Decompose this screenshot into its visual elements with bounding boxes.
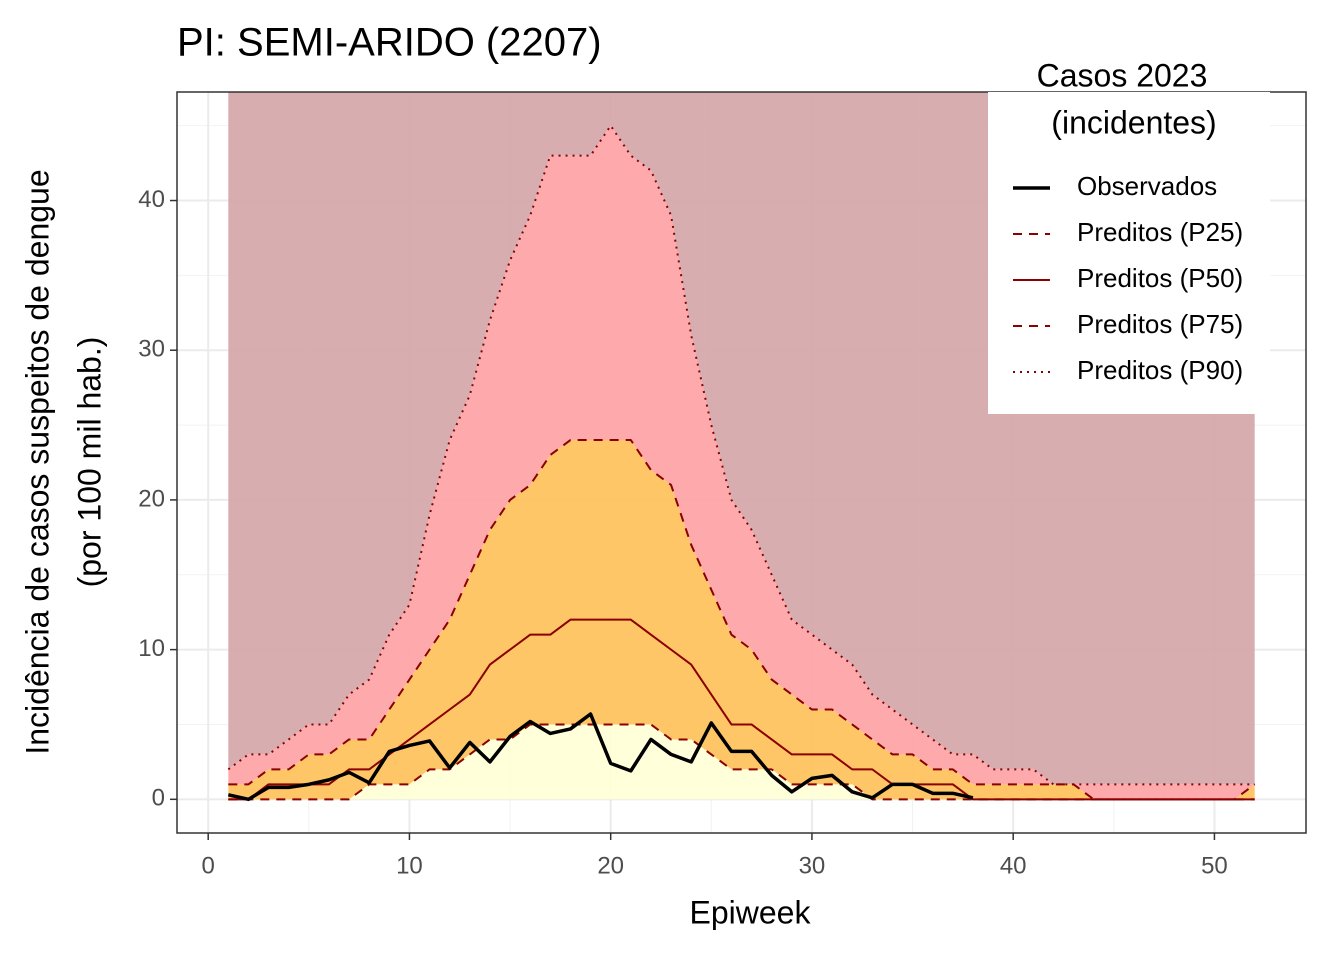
legend-background	[988, 92, 1270, 414]
y-tick-label: 30	[138, 336, 165, 363]
x-tick-label: 10	[396, 852, 423, 879]
legend-title: Casos 2023	[1037, 57, 1208, 93]
plot-border	[176, 91, 1307, 834]
x-tick-label: 40	[1000, 852, 1027, 879]
band	[228, 440, 1255, 800]
legend-label: Preditos (P75)	[1077, 309, 1243, 339]
x-tick-label: 30	[799, 852, 826, 879]
y-tick-label: 10	[138, 635, 165, 662]
band	[228, 125, 1255, 800]
y-axis-title: (por 100 mil hab.)	[71, 337, 107, 588]
x-tick-label: 50	[1201, 852, 1228, 879]
y-tick-label: 0	[152, 785, 165, 812]
y-axis-title: Incidência de casos suspeitos de dengue	[19, 169, 55, 754]
chart-title: PI: SEMI-ARIDO (2207)	[177, 21, 602, 65]
x-tick-label: 20	[597, 852, 624, 879]
series-line	[228, 439, 1256, 801]
legend-label: Observados	[1077, 171, 1217, 201]
legend-label: Preditos (P25)	[1077, 217, 1243, 247]
legend-label: Preditos (P90)	[1077, 355, 1243, 385]
x-axis-title: Epiweek	[690, 894, 812, 930]
legend-label: Preditos (P50)	[1077, 263, 1243, 293]
y-tick-label: 20	[138, 485, 165, 512]
series-line	[227, 712, 974, 802]
x-tick-label: 0	[202, 852, 215, 879]
y-tick-label: 40	[138, 186, 165, 213]
legend-title: (incidentes)	[1051, 104, 1216, 140]
